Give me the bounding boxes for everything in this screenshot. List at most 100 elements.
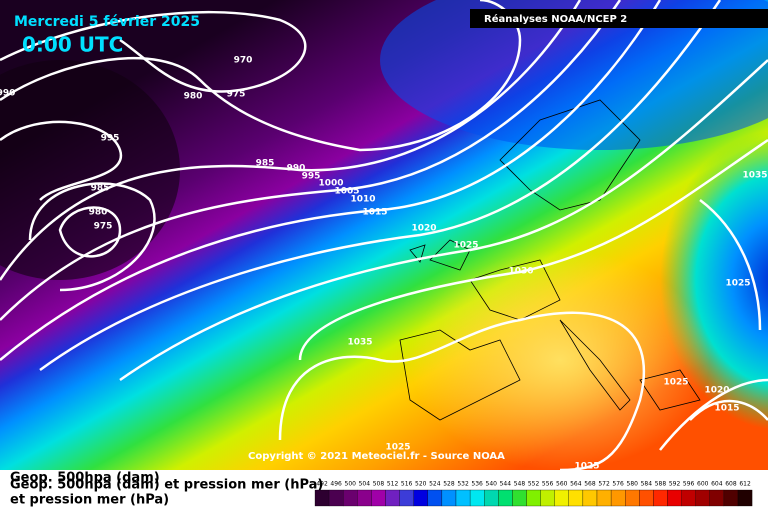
isobar-label: 985 bbox=[91, 184, 110, 194]
scale-label: 504 bbox=[359, 481, 371, 488]
isobar-label: 1000 bbox=[318, 179, 343, 189]
isobar-label: 980 bbox=[89, 208, 108, 218]
coastlines bbox=[399, 99, 701, 421]
scale-box bbox=[540, 489, 555, 507]
scale-box bbox=[737, 489, 753, 507]
isobar-label: 1025 bbox=[663, 378, 688, 388]
scale-label: 592 bbox=[669, 481, 681, 488]
scale-box bbox=[582, 489, 598, 507]
scale-label: 576 bbox=[612, 481, 624, 488]
scale-label: 496 bbox=[330, 481, 342, 488]
isobar-label: 1005 bbox=[334, 187, 359, 197]
scale-box bbox=[469, 489, 485, 507]
scale-box bbox=[371, 489, 386, 507]
isobar-label: 1030 bbox=[508, 267, 533, 277]
scale-label: 584 bbox=[641, 481, 653, 488]
scale-box bbox=[455, 489, 471, 507]
scale-box bbox=[413, 489, 428, 507]
legend-title: Geop. 500hpa (dam) et pression mer (hPa) bbox=[10, 478, 323, 493]
scale-box bbox=[512, 489, 527, 507]
isobar-label: 1025 bbox=[574, 462, 599, 472]
scale-box bbox=[610, 489, 626, 507]
scale-label: 544 bbox=[500, 481, 512, 488]
scale-label: 556 bbox=[542, 481, 554, 488]
scale-box bbox=[399, 489, 414, 507]
scale-box bbox=[625, 489, 640, 507]
scale-box bbox=[427, 489, 443, 507]
scale-box bbox=[328, 489, 344, 507]
scale-box bbox=[709, 489, 725, 507]
scale-box bbox=[554, 489, 569, 507]
isobars bbox=[0, 0, 768, 470]
isobar-label: 990 bbox=[0, 89, 15, 99]
isobar-label: 985 bbox=[256, 159, 275, 169]
scale-box bbox=[357, 489, 372, 507]
isobar-label: 980 bbox=[184, 92, 203, 102]
scale-box bbox=[681, 489, 696, 507]
scale-label: 524 bbox=[429, 481, 441, 488]
scale-label: 500 bbox=[345, 481, 357, 488]
isobar-label: 1015 bbox=[362, 208, 387, 218]
scale-box bbox=[484, 489, 499, 507]
scale-box bbox=[441, 489, 457, 507]
isobar-label: 1035 bbox=[742, 171, 767, 181]
scale-label: 604 bbox=[711, 481, 723, 488]
isobar-label: 970 bbox=[234, 56, 253, 66]
legend-title: et pression mer (hPa) bbox=[10, 493, 169, 508]
isobar-label: 1025 bbox=[725, 279, 750, 289]
scale-box bbox=[568, 489, 584, 507]
scale-label: 564 bbox=[570, 481, 582, 488]
scale-label: 572 bbox=[598, 481, 610, 488]
scale-box bbox=[667, 489, 682, 507]
legend-title: Geop. 500hpa (dam) bbox=[10, 471, 160, 486]
scale-label: 548 bbox=[514, 481, 526, 488]
isobar-label: 1025 bbox=[453, 241, 478, 251]
scale-label: 560 bbox=[556, 481, 568, 488]
scale-label: 568 bbox=[584, 481, 596, 488]
isobar-label: 1010 bbox=[350, 195, 375, 205]
scale-label: 540 bbox=[486, 481, 498, 488]
date: Mercredi 5 février 2025 bbox=[14, 14, 200, 30]
isobar-label: 1015 bbox=[714, 404, 739, 414]
scale-label: 532 bbox=[457, 481, 469, 488]
scale-label: 552 bbox=[528, 481, 540, 488]
isobar-labels: 970 980 975 990 995 985 990 995 1000 100… bbox=[0, 56, 768, 472]
scale-label: 492 bbox=[316, 481, 328, 488]
isobar-label: 1020 bbox=[411, 224, 436, 234]
scale-label: 516 bbox=[401, 481, 413, 488]
scale-label: 596 bbox=[683, 481, 695, 488]
isobar-label: 975 bbox=[94, 222, 113, 232]
scale-label: 508 bbox=[373, 481, 385, 488]
scale-label: 512 bbox=[387, 481, 399, 488]
scale-label: 520 bbox=[415, 481, 427, 488]
scale-label: 580 bbox=[627, 481, 639, 488]
scale-box bbox=[695, 489, 710, 507]
copyright: Copyright © 2021 Meteociel.fr - Source N… bbox=[248, 451, 505, 462]
source-bar bbox=[470, 9, 768, 28]
scale-box bbox=[526, 489, 541, 507]
field bbox=[0, 60, 180, 280]
isobar-label: 995 bbox=[302, 172, 321, 182]
scale-box bbox=[343, 489, 358, 507]
scale-label: 600 bbox=[697, 481, 709, 488]
scale-box bbox=[639, 489, 654, 507]
scale-box bbox=[385, 489, 400, 507]
time: 0:00 UTC bbox=[22, 33, 123, 57]
scale-label: 536 bbox=[471, 481, 483, 488]
scale-box bbox=[596, 489, 612, 507]
isobar-label: 975 bbox=[227, 90, 246, 100]
isobar-label: 995 bbox=[101, 134, 120, 144]
scale-label: 588 bbox=[655, 481, 667, 488]
isobar-label: 1035 bbox=[347, 338, 372, 348]
color-scale: 492 496 500 504 508 512 516 520 524 528 532 536 540 5… bbox=[314, 481, 753, 507]
scale-box bbox=[723, 489, 739, 507]
source: Réanalyses NOAA/NCEP 2 bbox=[484, 13, 627, 25]
scale-box bbox=[653, 489, 668, 507]
scale-label: 608 bbox=[725, 481, 737, 488]
scale-box bbox=[498, 489, 513, 507]
scale-label: 612 bbox=[739, 481, 751, 488]
isobar-label: 990 bbox=[287, 164, 306, 174]
scale-box bbox=[314, 489, 330, 507]
isobar-label: 1025 bbox=[385, 443, 410, 453]
